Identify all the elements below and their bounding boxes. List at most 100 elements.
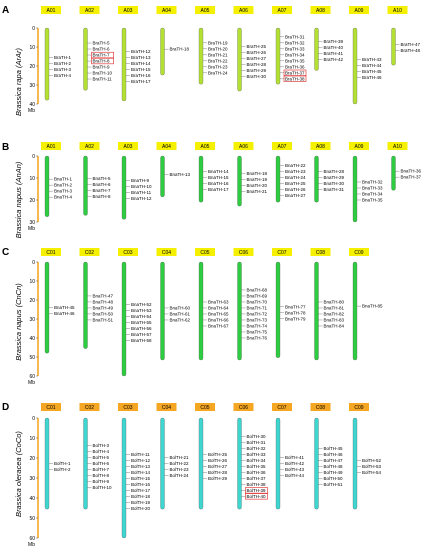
chromosome-label: C07	[277, 405, 286, 411]
panel-a-letter: A	[2, 5, 9, 16]
gene-label: BnaTH-55	[131, 320, 152, 325]
chromosome-label-box	[156, 6, 177, 14]
gene-label: BolTH-1	[54, 461, 71, 466]
gene-label: BnaTH-1	[54, 177, 73, 182]
chromosome-label-box	[349, 142, 369, 150]
chromosome-bar	[237, 261, 242, 361]
chromosome-c02: C02 BnaTH-47BnaTH-48BnaTH-49BnaTH-50BnaTH…	[79, 248, 114, 349]
chromosome-a02: A02BraTH-5BraTH-6BraTH-7BraTH-8BraTH-9Br…	[79, 6, 114, 91]
chromosome-label: A06	[239, 144, 248, 150]
gene-label: BolTH-54	[362, 470, 382, 475]
chromosome-bar	[314, 417, 319, 510]
gene-label: BolTH-20	[131, 506, 151, 511]
chromosome-bar	[44, 27, 50, 101]
chromosome-bar	[198, 155, 204, 203]
gene-label: BraTH-2	[54, 61, 71, 66]
gene-label: BnaTH-56	[131, 326, 152, 331]
highlight-box	[91, 51, 114, 59]
chromosome-bar	[44, 417, 50, 510]
chromosome-label-box	[195, 6, 215, 14]
chromosome-label-box	[233, 403, 254, 411]
gene-label: BnaTH-84	[324, 323, 345, 328]
chromosome-label-box	[156, 248, 177, 256]
chromosome-label: C04	[162, 405, 171, 411]
gene-label: BraTH-20	[208, 46, 228, 51]
gene-label: BnaTH-85	[362, 304, 383, 309]
chromosome-bar	[160, 27, 165, 76]
gene-label: BnaTH-22	[285, 163, 306, 168]
gene-label: BnaTH-37	[401, 175, 422, 180]
chromosome-label: C04	[162, 250, 171, 256]
scale-tick-label: 10	[29, 436, 35, 442]
scale-tick-label: 0	[32, 26, 35, 32]
gene-label: BraTH-14	[131, 61, 151, 66]
chromosome-label-box	[156, 142, 177, 150]
gene-label: BolTH-33	[247, 452, 267, 457]
gene-label: BnaTH-65	[208, 311, 229, 316]
chromosome-label-box	[272, 248, 292, 256]
chromosome-label: C01	[46, 250, 55, 256]
scale-unit-label: Mb	[28, 108, 35, 114]
gene-label: BolTH-34	[247, 458, 267, 463]
chromosome-bar	[160, 261, 165, 361]
chromosome-bar	[352, 261, 358, 361]
scale-tick-label: 20	[29, 64, 35, 70]
gene-label: BolTH-47	[324, 458, 344, 463]
gene-label: BolTH-30	[247, 434, 267, 439]
chromosome-c03: C03BnaTH-52BnaTH-53BnaTH-54BnaTH-55BnaTH…	[118, 248, 152, 377]
gene-label: BnaTH-71	[247, 305, 268, 310]
gene-label: BnaTH-6	[93, 182, 112, 187]
chromosome-bar	[121, 155, 127, 220]
gene-label: BnaTH-13	[170, 172, 191, 177]
chromosome-bar	[237, 417, 242, 510]
highlight-box	[283, 69, 307, 76]
chromosome-label-box	[118, 403, 138, 411]
panel-d-species-label: Brassica oleracea (CoCo)	[14, 431, 23, 517]
chromosome-label: A10	[393, 144, 402, 150]
scale-tick-label: 20	[29, 456, 35, 462]
gene-label: BolTH-5	[93, 455, 110, 460]
gene-label: BnaTH-53	[131, 308, 152, 313]
chromosome-bar	[198, 27, 204, 85]
chromosome-c03: C03BolTH-11BolTH-12BolTH-13BolTH-14BolTH…	[118, 403, 151, 539]
gene-label: BolTH-8	[93, 473, 110, 478]
gene-label: BolTH-27	[208, 464, 228, 469]
gene-label: BraTH-11	[93, 77, 113, 82]
gene-label: BnaTH-34	[362, 191, 383, 196]
chromosome-label-box	[272, 142, 292, 150]
chromosome-label: C09	[354, 250, 363, 256]
gene-label: BnaTH-68	[247, 287, 268, 292]
panel-d: D Brassica oleracea (CoCo) 0 10 20 30 40 50 60…	[2, 402, 382, 548]
scale-tick-label: 20	[29, 198, 35, 204]
chromosome-label: A06	[239, 8, 248, 14]
chromosome-bar	[121, 417, 127, 539]
scale-tick-label: 0	[32, 260, 35, 266]
gene-label: BnaTH-33	[362, 185, 383, 190]
chromosome-label-box	[156, 403, 177, 411]
scale-tick-label: 10	[29, 45, 35, 51]
gene-label: BnaTH-20	[247, 183, 268, 188]
gene-label: BolTH-36	[247, 470, 267, 475]
chromosome-label-box	[41, 6, 61, 14]
gene-label: BraTH-5	[93, 41, 110, 46]
gene-label: BraTH-33	[285, 46, 305, 51]
chromosome-label: C03	[123, 405, 132, 411]
chromosome-c05: C05 BnaTH-63BnaTH-64BnaTH-65BnaTH-66BnaTH…	[195, 248, 229, 361]
gene-label: BnaTH-66	[208, 317, 229, 322]
chromosome-bar	[275, 417, 281, 510]
scale-tick-label: 50	[29, 516, 35, 522]
gene-label: BnaTH-79	[285, 316, 306, 321]
gene-label: BraTH-21	[208, 52, 228, 57]
gene-label: BolTH-18	[131, 494, 151, 499]
gene-label: BolTH-35	[247, 464, 267, 469]
gene-label: BolTH-15	[131, 476, 151, 481]
